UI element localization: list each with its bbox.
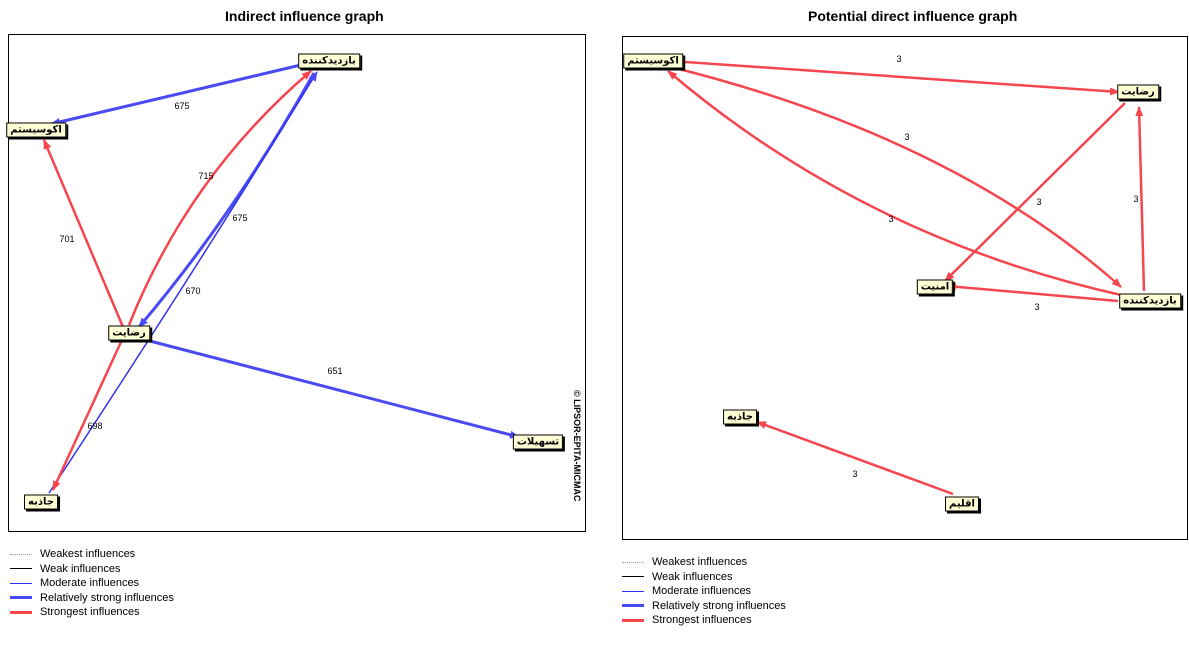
edge-satisfaction-to-ecosystem: [42, 139, 125, 328]
legend-item: Relatively strong influences: [10, 591, 174, 606]
edge-label: 675: [174, 101, 190, 111]
edge-label: 651: [327, 366, 343, 376]
legend-swatch-weakest: [622, 561, 644, 563]
edge-label: 715: [198, 171, 214, 181]
edge-label: 3: [1133, 194, 1139, 204]
edge-satisfaction-to-security: [944, 102, 1126, 282]
legend-swatch-relatively-strong: [622, 604, 644, 608]
left-graph-frame: بازدیدکننده اکوسیستم رضایت تسهیلات جاذبه…: [6, 34, 586, 532]
copyright-text: © LIPSOR-EPITA-MICMAC: [572, 390, 582, 502]
edge-attraction-to-visitor: [48, 71, 318, 494]
legend-item: Weak influences: [10, 562, 174, 577]
edge-label: 701: [59, 234, 75, 244]
edge-label: 670: [185, 286, 201, 296]
right-graph-title: Potential direct influence graph: [808, 8, 1018, 24]
edge-ecosystem-to-visitor: [670, 65, 1122, 288]
left-legend: Weakest influences Weak influences Moder…: [10, 547, 174, 620]
edge-label: 3: [888, 214, 894, 224]
edge-ecosystem-to-satisfaction: [670, 59, 1120, 96]
edge-label: 3: [1034, 302, 1040, 312]
legend-swatch-relatively-strong: [10, 596, 32, 600]
edge-label: 3: [904, 132, 910, 142]
edge-satisfaction-to-attraction: [51, 341, 123, 491]
node-facilities: تسهیلات: [512, 434, 564, 450]
node-attraction: جاذبه: [24, 494, 58, 510]
legend-item: Weakest influences: [10, 547, 174, 562]
edge-label: 3: [1036, 197, 1042, 207]
legend-swatch-moderate: [10, 582, 32, 584]
legend-swatch-weak: [622, 576, 644, 578]
edge-label: 3: [852, 469, 858, 479]
right-legend: Weakest influences Weak influences Moder…: [622, 555, 786, 628]
legend-swatch-strongest: [10, 610, 32, 614]
node-attraction: جاذبه: [723, 409, 757, 425]
node-visitor: بازدیدکننده: [298, 53, 360, 69]
edge-visitor-to-ecosystem: [667, 70, 1122, 297]
right-graph-edges: [667, 59, 1146, 496]
legend-swatch-strongest: [622, 618, 644, 622]
edge-satisfaction-to-visitor: [127, 70, 312, 326]
edge-climate-to-attraction: [756, 420, 954, 496]
node-satisfaction: رضایت: [108, 325, 150, 341]
edge-satisfaction-to-facilities: [145, 338, 520, 439]
node-ecosystem: اکوسیستم: [6, 122, 66, 138]
node-satisfaction: رضایت: [1117, 84, 1159, 100]
edge-visitor-to-ecosystem: [50, 62, 306, 126]
edge-visitor-to-satisfaction: [1135, 106, 1146, 292]
legend-item: Strongest influences: [10, 605, 174, 620]
legend-item: Moderate influences: [10, 576, 174, 591]
edge-visitor-to-satisfaction: [137, 72, 316, 328]
edge-label: 698: [87, 421, 103, 431]
edge-visitor-to-security: [946, 282, 1119, 303]
node-ecosystem: اکوسیستم: [623, 53, 683, 69]
edge-label: 675: [232, 213, 248, 223]
legend-swatch-moderate: [622, 590, 644, 592]
legend-item: Weakest influences: [622, 555, 786, 570]
left-graph-edges: [42, 62, 520, 494]
legend-item: Moderate influences: [622, 584, 786, 599]
legend-swatch-weak: [10, 568, 32, 570]
left-graph-title: Indirect influence graph: [225, 8, 384, 24]
legend-item: Weak influences: [622, 570, 786, 585]
node-visitor: بازدیدکننده: [1119, 293, 1181, 309]
legend-swatch-weakest: [10, 553, 32, 555]
node-security: امنیت: [916, 279, 954, 295]
legend-item: Relatively strong influences: [622, 599, 786, 614]
right-graph-frame: اکوسیستم رضایت امنیت بازدیدکننده جاذبه ا…: [622, 36, 1188, 540]
legend-item: Strongest influences: [622, 613, 786, 628]
edge-label: 3: [896, 54, 902, 64]
node-climate: اقلیم: [945, 496, 979, 512]
